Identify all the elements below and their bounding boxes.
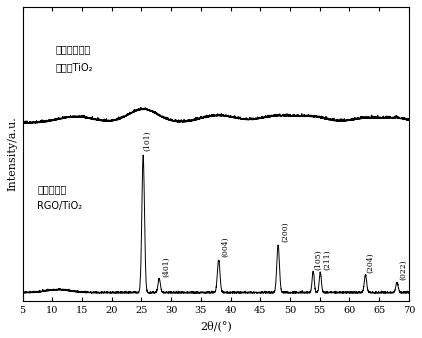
Text: (211): (211) xyxy=(323,249,331,270)
Text: 第一次生长的: 第一次生长的 xyxy=(55,44,90,54)
Text: (401): (401) xyxy=(162,257,170,277)
Text: 未定型TiO₂: 未定型TiO₂ xyxy=(55,62,93,72)
Text: (101): (101) xyxy=(143,131,151,151)
Text: (004): (004) xyxy=(221,237,229,257)
Text: (200): (200) xyxy=(281,222,289,242)
Text: (022): (022) xyxy=(399,260,407,281)
X-axis label: 2θ/(°): 2θ/(°) xyxy=(200,320,232,331)
Text: 二次生长的: 二次生长的 xyxy=(38,184,67,194)
Y-axis label: Intensity/a.u.: Intensity/a.u. xyxy=(7,117,17,191)
Text: (204): (204) xyxy=(366,252,374,273)
Text: (105): (105) xyxy=(314,249,322,270)
Text: RGO/TiO₂: RGO/TiO₂ xyxy=(38,201,82,211)
